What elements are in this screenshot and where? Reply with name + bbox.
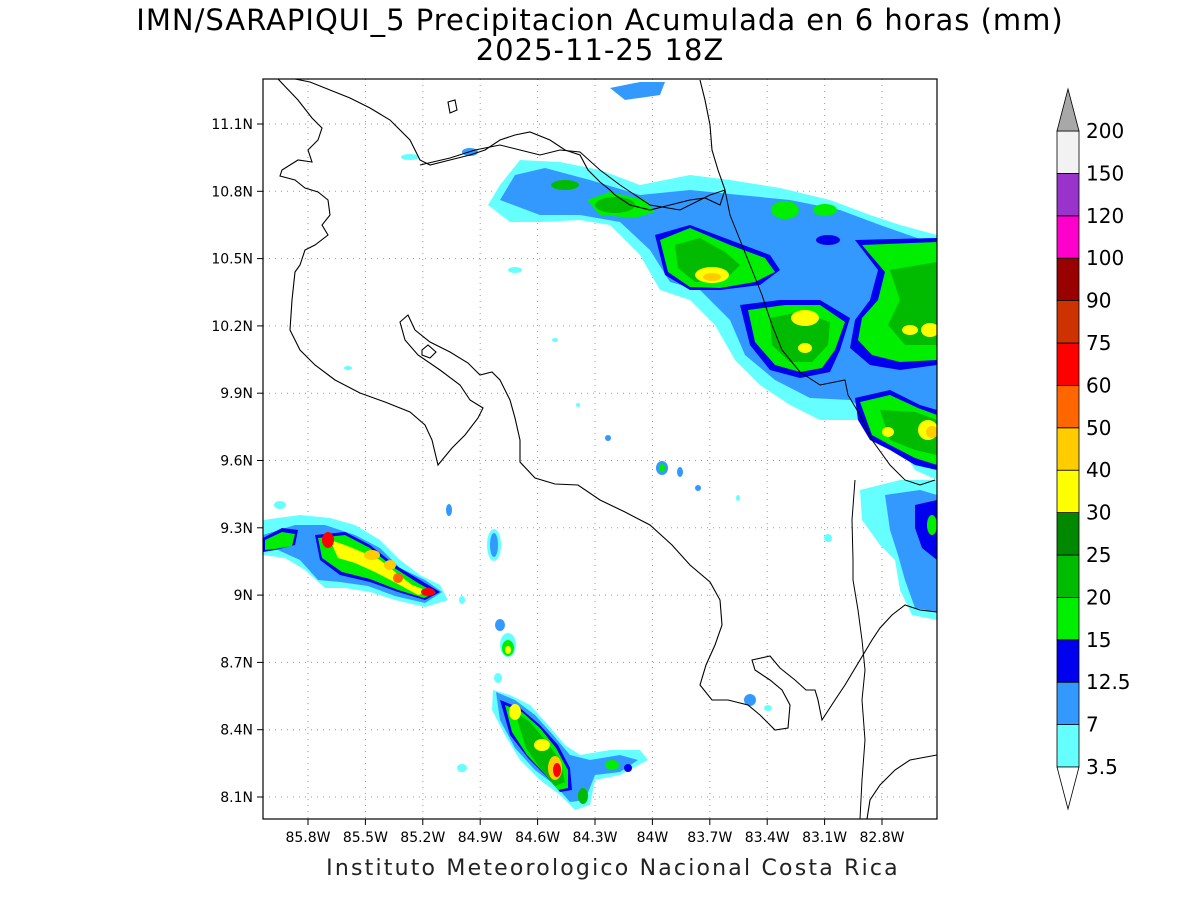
coastline <box>277 79 937 819</box>
lon-tick-label: 83.7W <box>687 830 732 846</box>
lat-tick-label: 9.3N <box>220 521 253 537</box>
colorbar-label: 150 <box>1086 161 1124 185</box>
colorbar-label: 90 <box>1086 289 1111 313</box>
colorbar-swatch <box>1056 427 1080 471</box>
lon-tick-label: 85.8W <box>285 830 330 846</box>
lat-tick-label: 10.8N <box>211 184 253 200</box>
colorbar-swatch <box>1056 681 1080 726</box>
colorbar-legend: 3.5 7 12.5 15 20 25 30 40 50 60 75 90 100 120 150 200 <box>1056 87 1131 811</box>
credit-text: Instituto Meteorologico Nacional Costa R… <box>326 856 900 881</box>
colorbar-label: 7 <box>1086 713 1099 737</box>
rain-area-scattered <box>344 148 832 711</box>
colorbar-swatch <box>1056 300 1080 344</box>
colorbar-swatch <box>1056 724 1080 768</box>
colorbar-swatch <box>1056 554 1080 598</box>
colorbar-label: 50 <box>1086 416 1111 440</box>
lat-tick-label: 8.7N <box>220 655 253 671</box>
lat-tick-label: 9.9N <box>220 386 253 402</box>
colorbar-label: 100 <box>1086 246 1124 270</box>
colorbar-label: 20 <box>1086 585 1111 609</box>
lon-tick-label: 84.9W <box>458 830 503 846</box>
map-title: IMN/SARAPIQUI_5 Precipitacion Acumulada … <box>136 3 1064 37</box>
colorbar-label: 40 <box>1086 458 1111 482</box>
lon-tick-label: 85.2W <box>400 830 445 846</box>
map-frame <box>262 78 938 820</box>
colorbar-swatch <box>1056 342 1080 386</box>
colorbar-label: 200 <box>1086 119 1124 143</box>
lat-tick-label: 10.5N <box>211 252 253 268</box>
colorbar-label: 120 <box>1086 204 1124 228</box>
country-border <box>419 144 936 819</box>
colorbar-arrow-top <box>1056 87 1080 132</box>
colorbar-swatch <box>1056 384 1080 429</box>
lon-tick-label: 83.4W <box>745 830 790 846</box>
precipitation-field <box>263 82 937 810</box>
lat-tick-label: 11.1N <box>211 117 253 133</box>
lon-tick-label: 82.8W <box>859 830 904 846</box>
rain-area-pacific-west <box>263 501 501 607</box>
lat-tick-label: 8.1N <box>220 790 253 806</box>
lat-tick-label: 8.4N <box>220 723 253 739</box>
colorbar-label: 30 <box>1086 501 1111 525</box>
latitude-axis: 11.1N 10.8N 10.5N 10.2N 9.9N 9.6N 9.3N 9N 8.7N 8.… <box>211 117 263 806</box>
colorbar-swatch <box>1056 469 1080 514</box>
rain-area-northeast <box>488 82 937 620</box>
colorbar-swatch <box>1056 215 1080 259</box>
colorbar-swatch <box>1056 639 1080 683</box>
colorbar-arrow-bottom <box>1056 766 1080 811</box>
lon-tick-label: 83.1W <box>802 830 847 846</box>
colorbar-swatch <box>1056 257 1080 302</box>
colorbar-label: 25 <box>1086 543 1111 567</box>
lat-tick-label: 9.6N <box>220 454 253 470</box>
longitude-axis: 85.8W 85.5W 85.2W 84.9W 84.6W 84.3W 84W 83.7W 83… <box>285 819 905 846</box>
colorbar-swatch <box>1056 172 1080 217</box>
colorbar-label: 3.5 <box>1086 755 1118 779</box>
colorbar-label: 60 <box>1086 373 1111 397</box>
colorbar-swatch <box>1056 512 1080 556</box>
colorbar-label: 12.5 <box>1086 670 1131 694</box>
colorbar-label: 75 <box>1086 331 1111 355</box>
lon-tick-label: 85.5W <box>343 830 388 846</box>
lat-tick-label: 9N <box>234 588 253 604</box>
lon-tick-label: 84W <box>637 830 669 846</box>
colorbar-label: 15 <box>1086 628 1111 652</box>
lon-tick-label: 84.3W <box>572 830 617 846</box>
lon-tick-label: 84.6W <box>515 830 560 846</box>
lat-tick-label: 10.2N <box>211 319 253 335</box>
map-valid-time: 2025-11-25 18Z <box>475 33 725 67</box>
rain-area-pacific-south <box>457 596 648 810</box>
colorbar-swatch <box>1056 597 1080 641</box>
colorbar-swatch <box>1056 130 1080 174</box>
